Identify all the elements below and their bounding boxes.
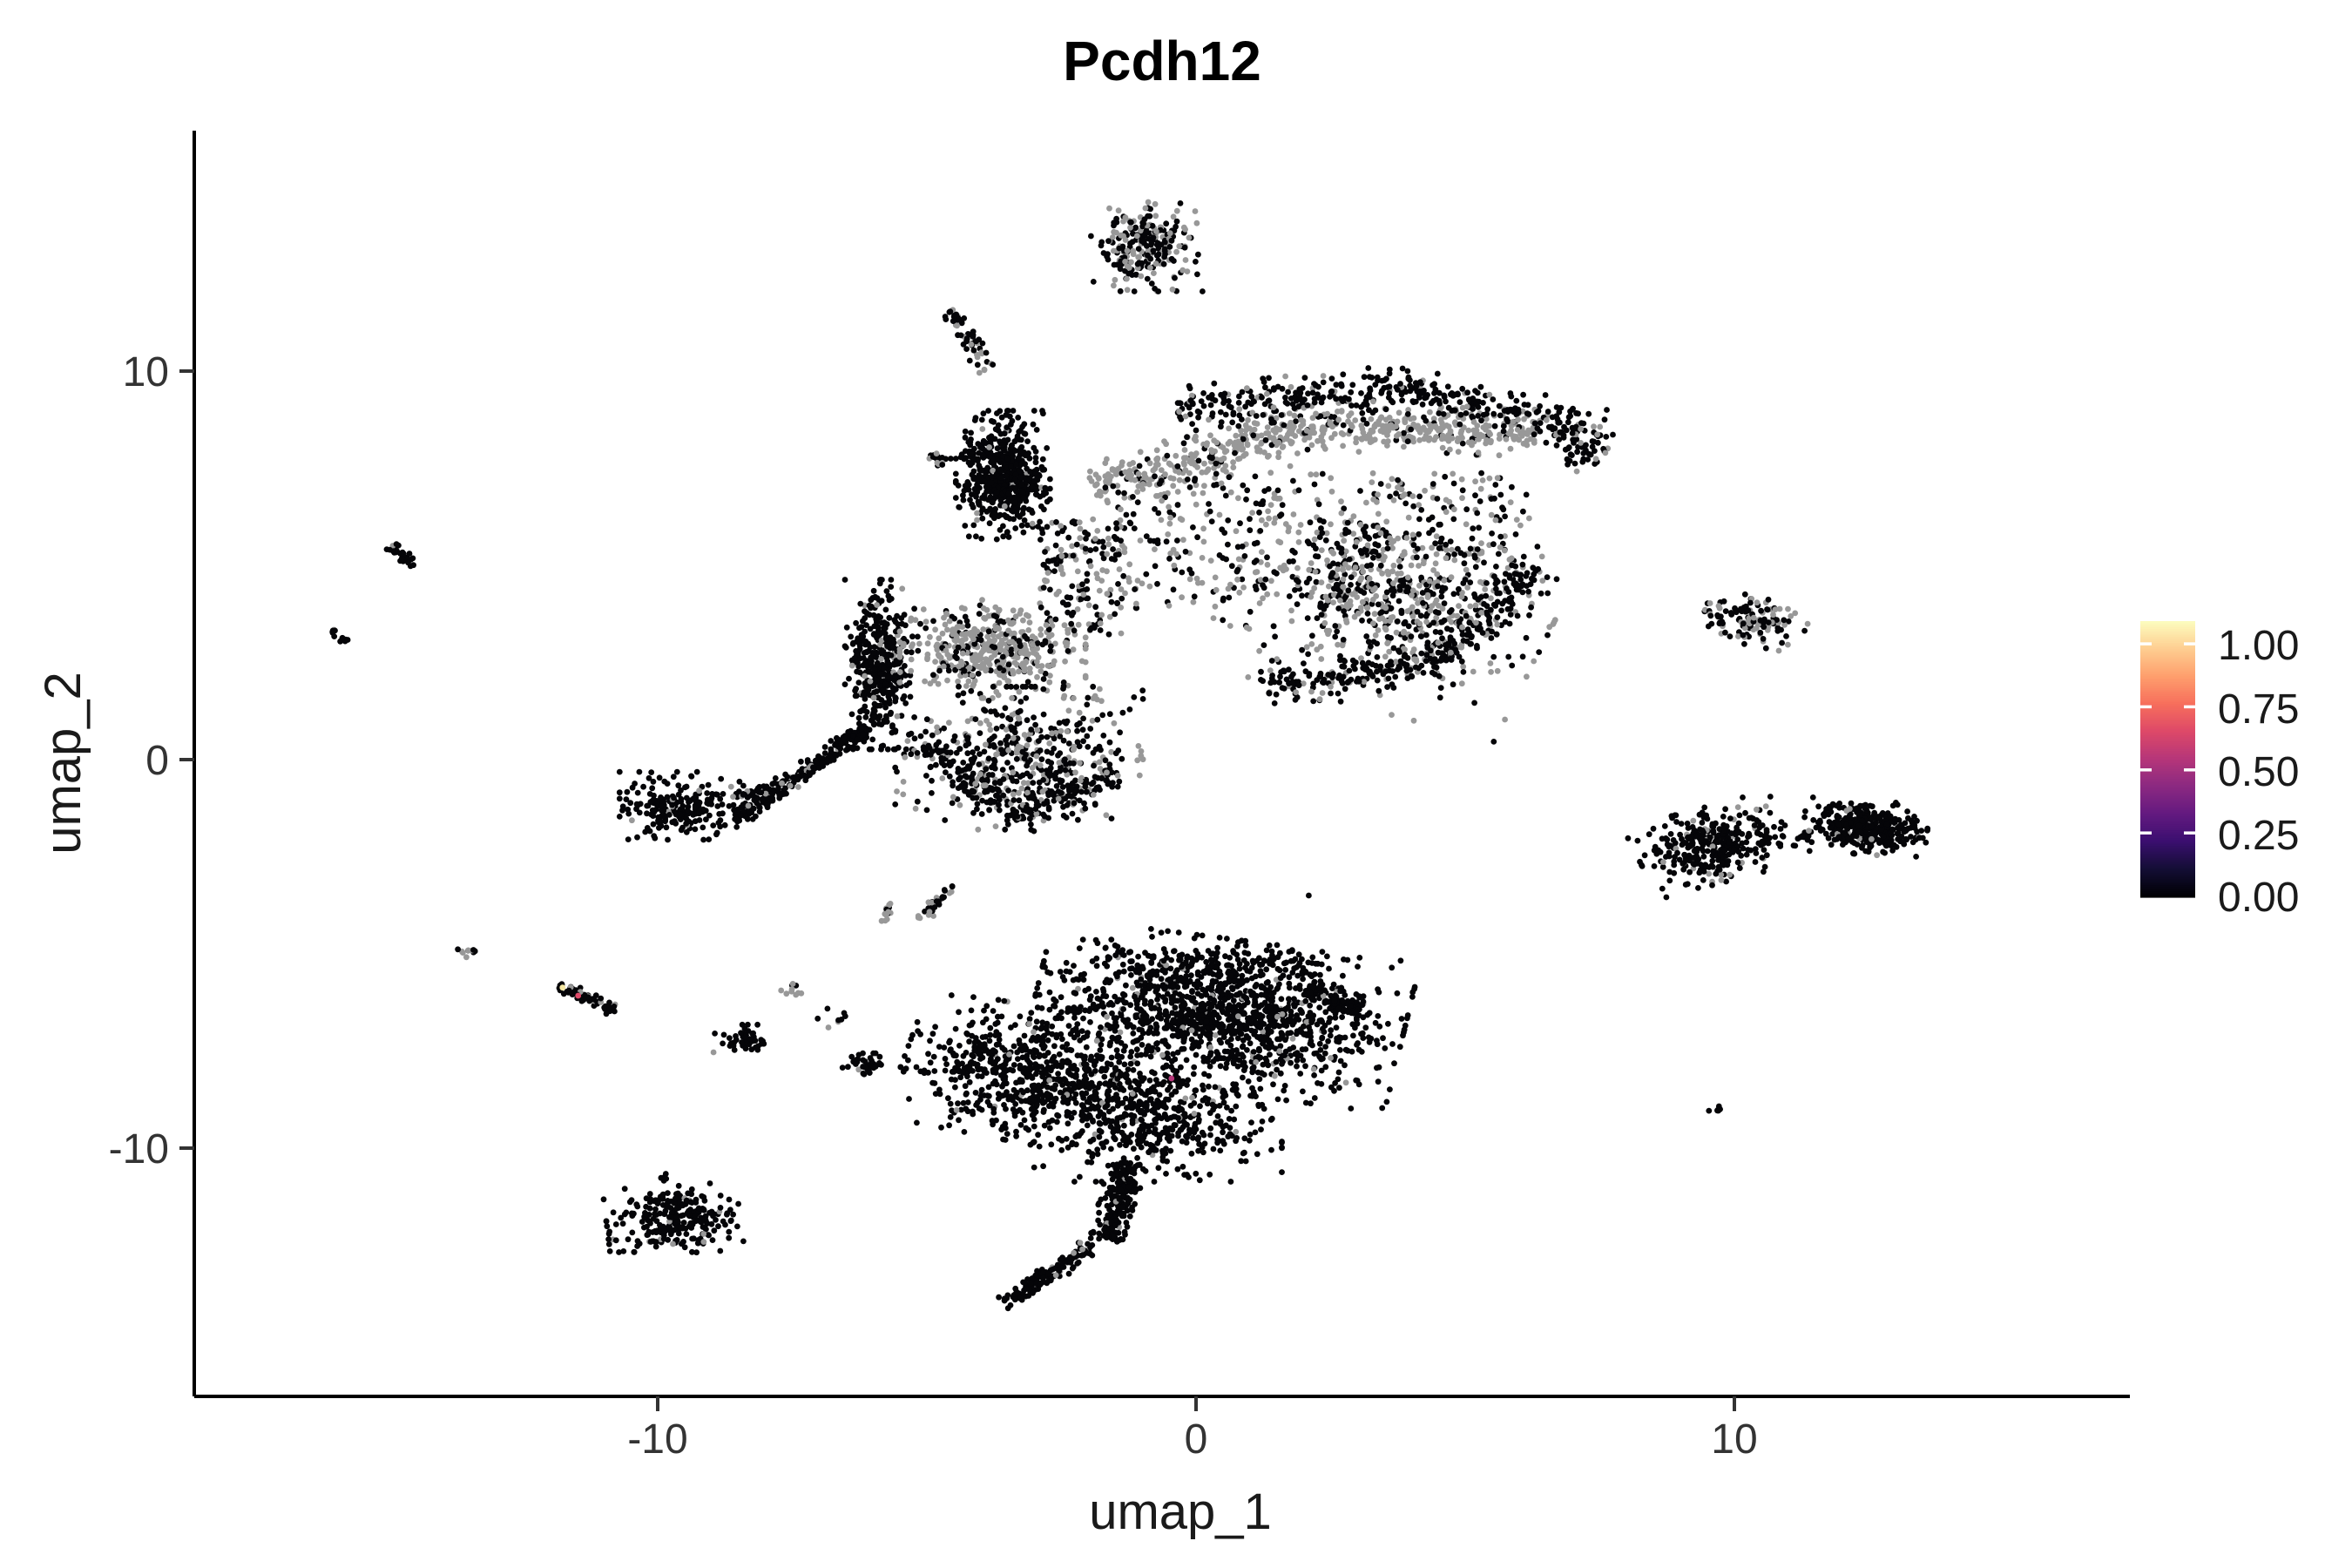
y-axis-label: umap_2 (35, 672, 91, 855)
legend-tick-label: 0.75 (2218, 686, 2299, 733)
y-tick-label: -10 (109, 1126, 169, 1173)
colorbar-tick-marks (2140, 642, 2195, 835)
legend-tick-label: 1.00 (2218, 623, 2299, 669)
colorbar-legend: 1.00 0.75 0.50 0.25 0.00 (2140, 621, 2299, 921)
legend-tick-label: 0.00 (2218, 875, 2299, 921)
y-tick-label: 0 (145, 738, 169, 784)
y-axis-ticks: 10 0 -10 (109, 349, 194, 1173)
x-axis-label: umap_1 (1089, 1484, 1272, 1540)
scatter-points (329, 199, 1931, 1312)
x-tick-label: 10 (1711, 1416, 1757, 1463)
plot-title: Pcdh12 (1063, 30, 1261, 92)
x-axis-ticks: -10 0 10 (627, 1396, 1758, 1463)
x-tick-label: 0 (1185, 1416, 1208, 1463)
legend-tick-label: 0.50 (2218, 749, 2299, 795)
colorbar-gradient (2140, 621, 2195, 898)
y-tick-label: 10 (123, 349, 169, 395)
x-tick-label: -10 (627, 1416, 687, 1463)
legend-tick-label: 0.25 (2218, 813, 2299, 859)
